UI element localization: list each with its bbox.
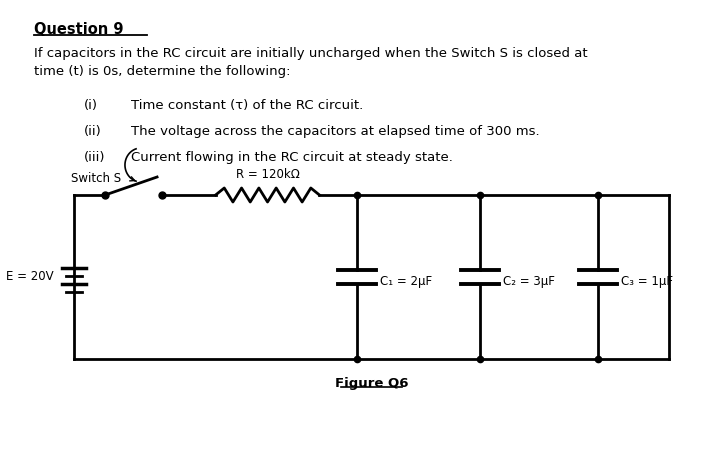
Text: If capacitors in the RC circuit are initially uncharged when the Switch S is clo: If capacitors in the RC circuit are init… <box>35 47 588 78</box>
Text: C₃ = 1μF: C₃ = 1μF <box>620 276 673 289</box>
Text: R = 120kΩ: R = 120kΩ <box>235 168 300 181</box>
Text: E = 20V: E = 20V <box>6 270 53 283</box>
Text: (i): (i) <box>83 99 97 112</box>
Text: Figure Q6: Figure Q6 <box>335 377 408 390</box>
Text: The voltage across the capacitors at elapsed time of 300 ms.: The voltage across the capacitors at ela… <box>130 125 539 138</box>
Text: C₂ = 3μF: C₂ = 3μF <box>503 276 555 289</box>
Text: (ii): (ii) <box>83 125 102 138</box>
Text: Switch S: Switch S <box>71 172 121 185</box>
Text: Question 9: Question 9 <box>35 22 124 37</box>
Text: Time constant (τ) of the RC circuit.: Time constant (τ) of the RC circuit. <box>130 99 363 112</box>
Text: Current flowing in the RC circuit at steady state.: Current flowing in the RC circuit at ste… <box>130 151 453 164</box>
Text: C₁ = 2μF: C₁ = 2μF <box>380 276 432 289</box>
Text: (iii): (iii) <box>83 151 105 164</box>
